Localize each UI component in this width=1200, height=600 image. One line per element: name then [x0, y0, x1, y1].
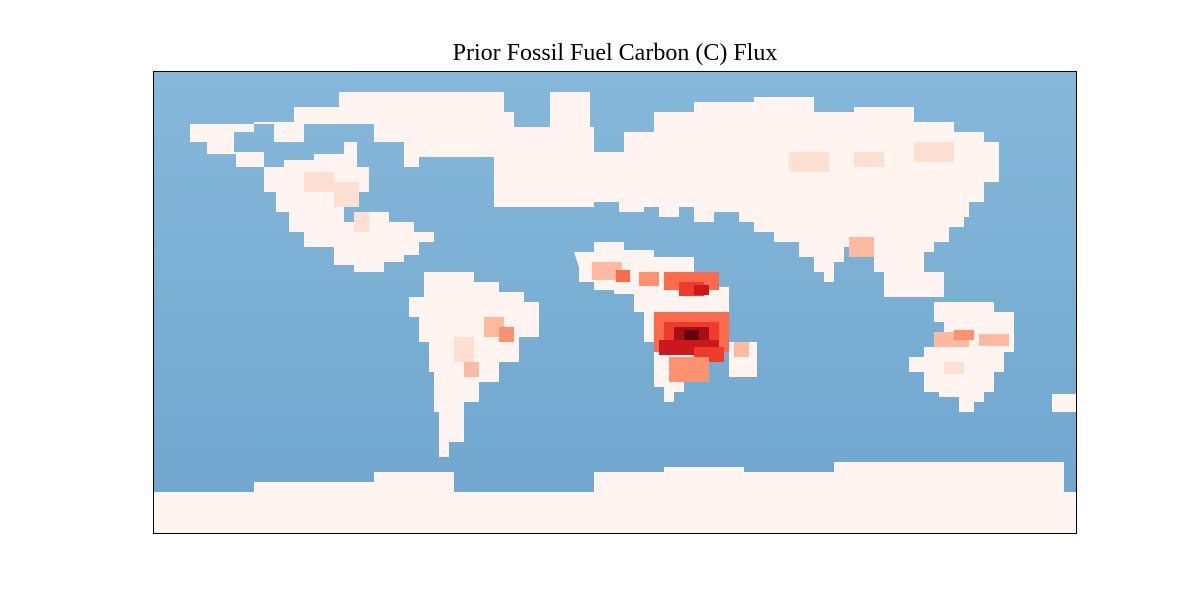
faint-flux-cell [849, 237, 874, 257]
sa-flux-cell [499, 327, 514, 342]
new-zealand-land [1052, 394, 1076, 412]
greenland-north-land [550, 92, 590, 132]
australia-flux-cell [944, 362, 964, 374]
indochina-islands-land [884, 272, 944, 297]
faint-flux-cell [354, 212, 369, 232]
faint-flux-cell [334, 182, 359, 207]
faint-flux-cell [854, 152, 884, 167]
australia-flux-cell [979, 334, 1009, 346]
faint-flux-cell [304, 172, 334, 192]
sa-flux-cell [454, 337, 474, 362]
west-africa-flux-cell [639, 272, 659, 286]
greenland-land [494, 127, 594, 207]
southern-africa-flux-cell [734, 342, 749, 357]
west-africa-flux-cell [592, 262, 622, 280]
map-frame [153, 71, 1077, 534]
map-title: Prior Fossil Fuel Carbon (C) Flux [452, 40, 778, 66]
flux-hotspot-layer [304, 142, 1009, 382]
faint-flux-cell [789, 152, 829, 172]
southern-africa-flux-cell [669, 357, 709, 382]
eurasia-land [594, 97, 999, 287]
southern-africa-flux-cell [684, 330, 699, 340]
faint-flux-cell [914, 142, 954, 162]
iberia-land [594, 172, 624, 202]
sa-flux-cell [464, 362, 479, 377]
west-africa-flux-cell [694, 285, 709, 295]
world-flux-map [154, 72, 1076, 533]
australia-flux-cell [954, 330, 974, 340]
west-africa-flux-cell [616, 270, 630, 282]
antarctica-land [154, 462, 1076, 533]
